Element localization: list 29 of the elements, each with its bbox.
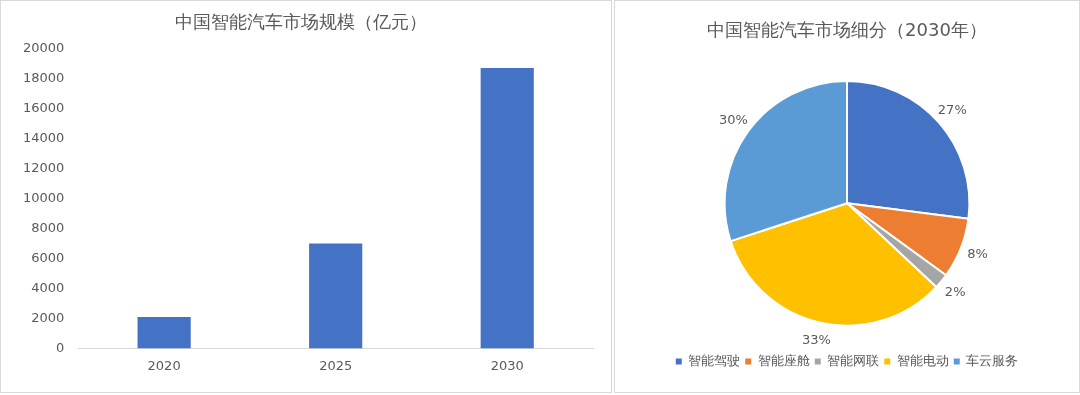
legend-label: 车云服务	[966, 352, 1019, 368]
y-tick-label: 0	[56, 339, 65, 355]
y-tick-label: 8000	[31, 219, 65, 235]
data-label: 30%	[718, 112, 748, 128]
y-tick-label: 14000	[23, 129, 65, 145]
legend-label: 智能电动	[896, 352, 949, 368]
y-tick-label: 20000	[23, 39, 65, 55]
x-tick-label: 2030	[490, 357, 524, 373]
y-tick-label: 16000	[23, 99, 65, 115]
x-tick-label: 2025	[319, 357, 353, 373]
y-tick-label: 12000	[23, 159, 65, 175]
data-label: 33%	[801, 331, 831, 347]
x-tick-label: 2020	[147, 357, 181, 373]
legend-label: 智能网联	[827, 352, 880, 368]
y-tick-label: 2000	[31, 309, 65, 325]
y-tick-label: 4000	[31, 279, 65, 295]
y-tick-label: 18000	[23, 69, 65, 85]
legend-label: 智能座舱	[757, 352, 810, 368]
bar	[137, 316, 191, 349]
y-tick-label: 10000	[23, 189, 65, 205]
chart-title: 中国智能汽车市场细分（2030年）	[707, 19, 987, 41]
data-label: 27%	[937, 101, 967, 117]
legend-label: 智能驾驶	[688, 352, 741, 368]
data-label: 2%	[944, 284, 966, 300]
data-label: 8%	[967, 246, 988, 262]
y-tick-label: 6000	[31, 249, 65, 265]
chart-title: 中国智能汽车市场规模（亿元）	[175, 11, 427, 33]
bar	[309, 243, 363, 349]
bar	[480, 68, 534, 349]
